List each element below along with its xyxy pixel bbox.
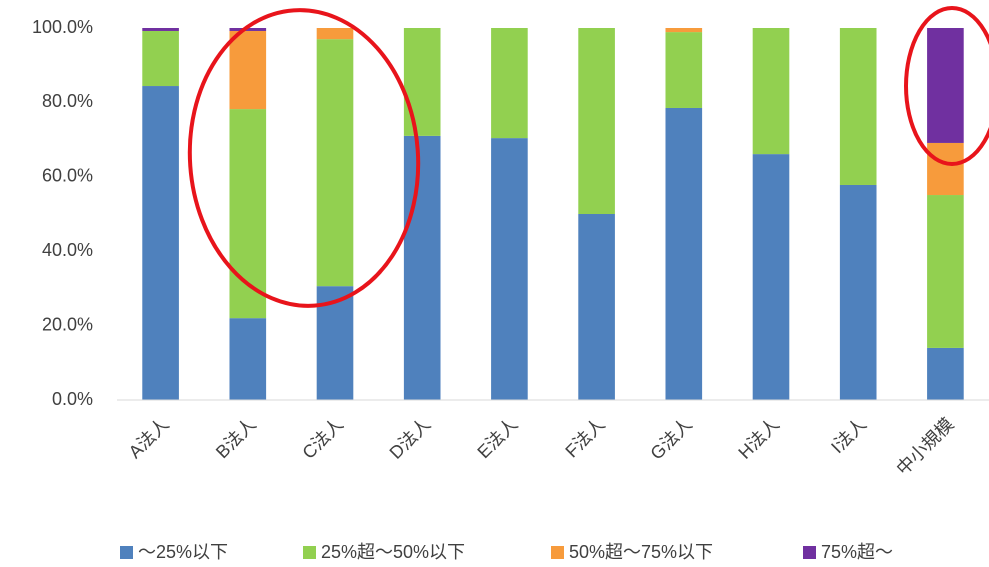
- legend-label: 25%超〜50%以下: [321, 542, 465, 562]
- bar-segment: [229, 109, 267, 319]
- x-tick-label: F法人: [561, 414, 608, 461]
- x-tick-label: C法人: [298, 414, 347, 463]
- x-tick-label: 中小規模: [893, 414, 958, 479]
- legend-swatch: [120, 546, 133, 559]
- x-tick-label: A法人: [125, 414, 173, 462]
- plot: 0.0% 20.0% 40.0% 60.0% 80.0% 100.0% A法人 B法人 C法人 D…: [32, 17, 989, 562]
- x-tick-label: G法人: [646, 414, 696, 464]
- bar-segment: [839, 28, 877, 185]
- legend-label: 50%超〜75%以下: [569, 542, 713, 562]
- y-tick-label: 0.0%: [52, 389, 93, 409]
- y-tick-label: 40.0%: [42, 240, 93, 260]
- bar-segment: [316, 28, 354, 40]
- bar-segment: [316, 39, 354, 287]
- bar-segment: [839, 184, 877, 400]
- bar-segment: [491, 28, 528, 139]
- x-tick-label: I法人: [827, 414, 870, 457]
- y-tick-label: 100.0%: [32, 17, 93, 37]
- bar-segment: [752, 154, 790, 400]
- bar-segment: [665, 28, 703, 33]
- y-tick-label: 60.0%: [42, 166, 93, 186]
- x-tick-label: H法人: [734, 414, 783, 463]
- highlight-circle: [904, 6, 989, 166]
- bar-segment: [927, 142, 964, 196]
- y-tick-label: 20.0%: [42, 314, 93, 334]
- bar-segment: [578, 28, 615, 214]
- bar-segment: [403, 28, 441, 136]
- legend-swatch: [551, 546, 564, 559]
- bar-segment: [665, 32, 703, 108]
- bar-segment: [491, 138, 528, 400]
- bar-segment: [229, 28, 267, 31]
- x-tick-label: E法人: [473, 414, 521, 462]
- x-tick-label: B法人: [212, 414, 260, 462]
- bar-segment: [752, 28, 790, 155]
- bar-segment: [142, 28, 179, 31]
- bar-segment: [927, 195, 964, 348]
- y-tick-label: 80.0%: [42, 91, 93, 111]
- bar-segment: [578, 214, 615, 400]
- legend-label: 〜25%以下: [138, 542, 228, 562]
- bar-segment: [403, 135, 441, 400]
- x-tick-label: D法人: [386, 414, 435, 463]
- highlight-circle: [187, 8, 421, 308]
- bar-segment: [142, 30, 179, 87]
- bar-segment: [229, 30, 267, 110]
- bar-segment: [927, 28, 964, 143]
- legend-swatch: [303, 546, 316, 559]
- legend-label: 75%超〜: [821, 542, 893, 562]
- bar-segment: [229, 318, 267, 400]
- bar-segment: [665, 107, 703, 400]
- bar-segment: [142, 86, 179, 401]
- bar-segment: [927, 347, 964, 400]
- legend-swatch: [803, 546, 816, 559]
